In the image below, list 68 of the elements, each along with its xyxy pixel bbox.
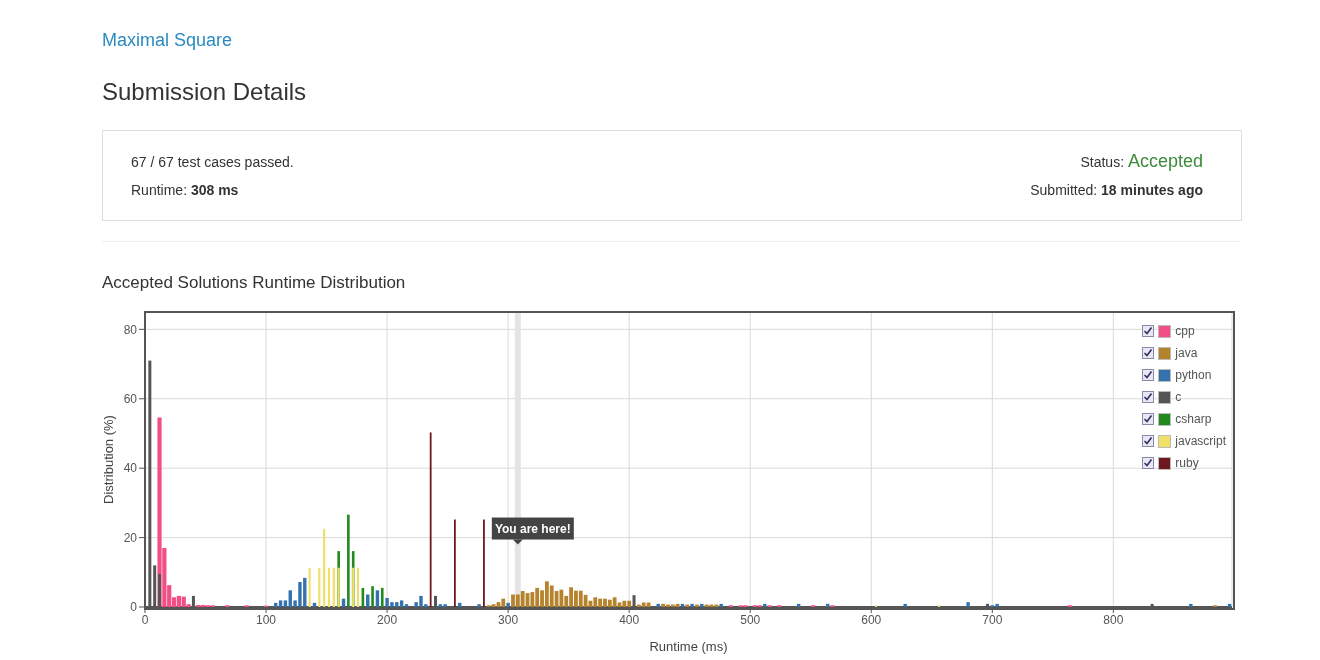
legend-label: javascript [1175, 434, 1226, 448]
bar [641, 602, 646, 607]
bar [966, 602, 970, 607]
x-tick-label: 600 [861, 612, 882, 627]
y-tick-label: 80 [123, 322, 138, 337]
bar [337, 567, 340, 607]
x-tick-label: 700 [982, 612, 1003, 627]
bar [506, 602, 510, 607]
legend-label: csharp [1175, 412, 1212, 426]
bar [612, 597, 617, 607]
bar [491, 604, 496, 607]
x-tick-label: 0 [141, 612, 149, 627]
bar [308, 567, 311, 607]
y-tick-label: 60 [123, 392, 138, 407]
bar [520, 591, 525, 607]
text: Status: Accepted [1080, 151, 1203, 172]
text: Submission Details [102, 78, 307, 106]
x-tick-label: 800 [1103, 612, 1124, 627]
bar [477, 604, 481, 607]
bar [327, 567, 331, 607]
bar [583, 594, 588, 607]
text: Runtime: 308 ms [131, 182, 239, 198]
legend-label: python [1175, 368, 1212, 382]
bar [719, 603, 723, 607]
x-tick-label: 400 [619, 612, 640, 627]
x-tick-label: 200 [377, 612, 398, 627]
legend-label: cpp [1175, 324, 1195, 338]
y-tick-label: 0 [130, 600, 138, 615]
bar [323, 528, 326, 607]
x-tick-label: 500 [740, 612, 761, 627]
text: Maximal Square [102, 30, 233, 51]
bar [278, 600, 283, 607]
bar [332, 567, 335, 607]
bar [903, 603, 907, 607]
bar [593, 597, 598, 607]
bar [352, 567, 355, 607]
bar [356, 567, 360, 607]
bar [347, 514, 350, 607]
y-axis-title: Distribution (%) [100, 415, 116, 504]
chart-title: Accepted Solutions Runtime Distribution [102, 273, 406, 293]
bar [690, 603, 694, 607]
bar [404, 604, 409, 607]
legend-label: java [1175, 346, 1198, 360]
bar [283, 600, 288, 607]
bar [371, 586, 374, 607]
bar [380, 587, 384, 607]
x-tick-label: 100 [256, 612, 277, 627]
y-tick-label: 40 [123, 461, 138, 476]
bar [318, 567, 321, 607]
x-tick-label: 300 [498, 612, 519, 627]
bar [675, 603, 680, 607]
bar [438, 604, 443, 607]
annotation: You are here! [494, 521, 571, 536]
legend-label: c [1175, 390, 1182, 404]
bar [530, 592, 535, 607]
x-axis-title: Runtime (ms) [649, 639, 728, 654]
text: Submitted: 18 minutes ago [1030, 182, 1203, 198]
bar [995, 603, 999, 607]
bar [549, 585, 554, 607]
bar [622, 600, 627, 607]
bar [501, 598, 506, 607]
y-tick-label: 20 [123, 530, 138, 545]
bar [700, 603, 704, 607]
legend-label: ruby [1175, 456, 1199, 470]
bar [443, 604, 447, 607]
bar [1189, 603, 1193, 607]
text: 67 / 67 test cases passed. [131, 154, 294, 170]
bar [399, 600, 404, 607]
